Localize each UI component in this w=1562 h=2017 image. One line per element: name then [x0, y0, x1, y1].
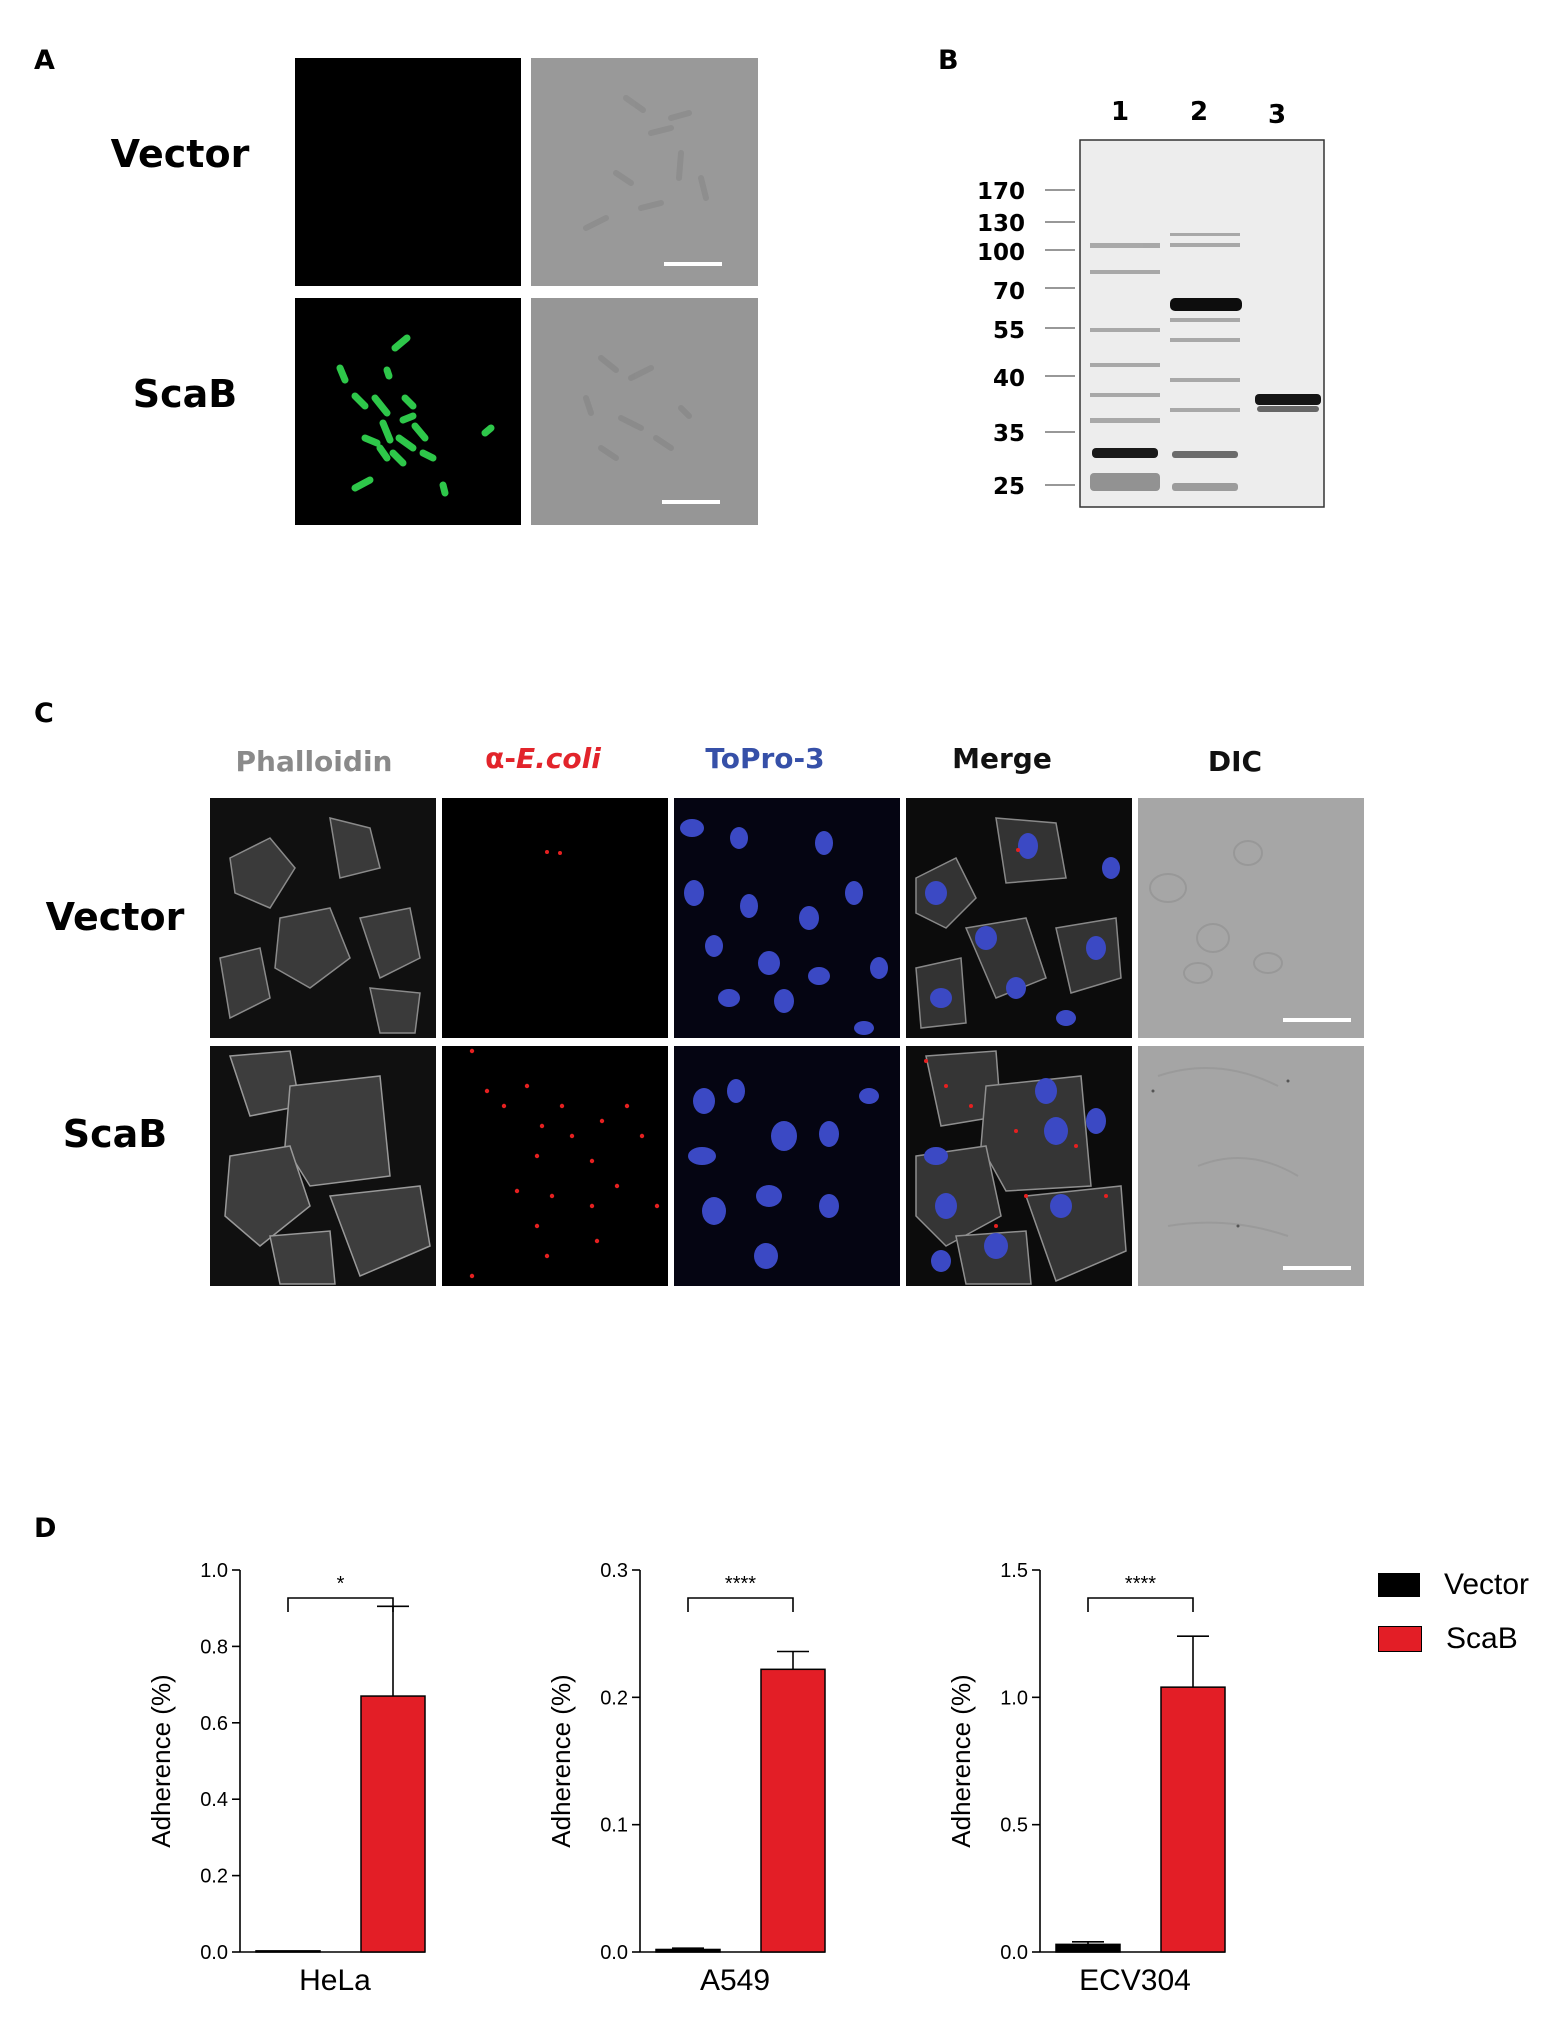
- mw-marker: 25: [992, 474, 1025, 500]
- y-tick-label: 0.2: [600, 1687, 628, 1709]
- y-axis-label: Adherence (%): [546, 1674, 576, 1847]
- panel-label-b: B: [938, 45, 959, 76]
- column-header-anti-ecoli: α-E.coli: [485, 742, 601, 775]
- significance-label: ****: [1125, 1573, 1156, 1595]
- y-tick-label: 0.0: [1000, 1942, 1028, 1964]
- bar-chart-ecv304: 0.0 0.5 1.0 1.5 Adherence (%) ECV304 ****: [946, 1560, 1226, 1997]
- panel-label-c: C: [34, 698, 54, 729]
- lane-label-3: 3: [1268, 100, 1287, 130]
- panel-c-vector-ecoli-image: [442, 798, 668, 1038]
- y-tick-label: 0.2: [200, 1866, 228, 1888]
- panel-c-vector-topro3-image: [674, 798, 900, 1038]
- panel-c-row-label-vector: Vector: [45, 895, 185, 939]
- scale-bar: [664, 262, 722, 266]
- mw-marker: 130: [976, 211, 1025, 237]
- legend-item-scab: ScaB: [1378, 1619, 1538, 1659]
- mw-marker: 55: [992, 318, 1025, 344]
- panel-a-vector-dic-image: [531, 58, 758, 286]
- panel-c-scab-phalloidin-image: [210, 1046, 436, 1286]
- x-axis-label: A549: [700, 1964, 770, 1997]
- panel-c-vector-phalloidin-image: [210, 798, 436, 1038]
- panel-label-a: A: [34, 45, 55, 76]
- significance-bracket: [287, 1597, 394, 1612]
- bar-vector: [655, 1948, 721, 1953]
- panel-label-d: D: [34, 1513, 57, 1544]
- panel-a-scab-fluorescence-image: [295, 298, 521, 525]
- mw-marker: 35: [992, 421, 1025, 447]
- panel-c-row-label-scab: ScaB: [62, 1112, 168, 1156]
- y-tick-label: 0.3: [600, 1560, 628, 1582]
- y-tick-label: 0.0: [600, 1942, 628, 1964]
- lane-label-2: 2: [1190, 97, 1209, 127]
- bar-scab: [360, 1695, 426, 1953]
- panel-c-vector-merge-image: [906, 798, 1132, 1038]
- panel-a-vector-fluorescence-image: [295, 58, 521, 286]
- y-tick-label: 0.8: [200, 1636, 228, 1658]
- y-axis-label: Adherence (%): [946, 1674, 976, 1847]
- bar-vector: [1055, 1943, 1121, 1953]
- bar-scab: [1160, 1686, 1226, 1953]
- mw-marker: 70: [992, 279, 1025, 305]
- significance-label: ****: [725, 1573, 756, 1595]
- y-tick-label: 0.4: [200, 1789, 228, 1811]
- legend: Vector ScaB: [1378, 1565, 1538, 1659]
- column-header-phalloidin: Phalloidin: [235, 745, 393, 778]
- scale-bar: [1283, 1266, 1351, 1270]
- bar-chart-hela: 0.0 0.2 0.4 0.6 0.8 1.0 Adherence (%) HeLa *: [146, 1560, 426, 1997]
- x-axis-label: HeLa: [299, 1964, 371, 1997]
- mw-marker: 100: [976, 240, 1025, 266]
- lane-label-1: 1: [1111, 97, 1130, 127]
- bar-vector: [255, 1950, 321, 1953]
- y-tick-label: 0.5: [1000, 1815, 1028, 1837]
- mw-marker: 40: [992, 366, 1025, 392]
- bar-chart-a549: 0.0 0.1 0.2 0.3 Adherence (%) A549 ****: [546, 1560, 826, 1997]
- panel-c-scab-merge-image: [906, 1046, 1132, 1286]
- legend-label-scab: ScaB: [1446, 1622, 1518, 1655]
- legend-swatch-vector: [1378, 1573, 1420, 1597]
- bar-scab: [760, 1668, 826, 1953]
- x-axis-label: ECV304: [1079, 1964, 1191, 1997]
- y-tick-label: 1.0: [200, 1560, 228, 1582]
- y-tick-label: 0.1: [600, 1815, 628, 1837]
- y-tick-label: 0.0: [200, 1942, 228, 1964]
- scale-bar: [662, 500, 720, 504]
- y-tick-label: 1.0: [1000, 1687, 1028, 1709]
- panel-c-vector-dic-image: [1138, 798, 1364, 1038]
- column-header-merge: Merge: [952, 742, 1052, 775]
- significance-bracket: [1087, 1597, 1194, 1612]
- legend-label-vector: Vector: [1444, 1568, 1530, 1601]
- mw-marker: 170: [976, 179, 1025, 205]
- scale-bar: [1283, 1018, 1351, 1022]
- panel-a-scab-dic-image: [531, 298, 758, 525]
- legend-swatch-scab: [1378, 1626, 1422, 1652]
- panel-c-scab-topro3-image: [674, 1046, 900, 1286]
- y-axis-label: Adherence (%): [146, 1674, 176, 1847]
- legend-item-vector: Vector: [1378, 1565, 1538, 1605]
- panel-c-scab-dic-image: [1138, 1046, 1364, 1286]
- western-blot: [1045, 139, 1325, 508]
- y-tick-label: 1.5: [1000, 1560, 1028, 1582]
- panel-c-scab-ecoli-image: [442, 1046, 668, 1286]
- column-header-topro3: ToPro-3: [705, 742, 825, 775]
- significance-label: *: [337, 1573, 345, 1595]
- column-header-dic: DIC: [1207, 745, 1263, 778]
- significance-bracket: [687, 1597, 794, 1612]
- y-tick-label: 0.6: [200, 1713, 228, 1735]
- panel-a-row-label-scab: ScaB: [132, 372, 238, 416]
- panel-a-row-label-vector: Vector: [110, 132, 250, 176]
